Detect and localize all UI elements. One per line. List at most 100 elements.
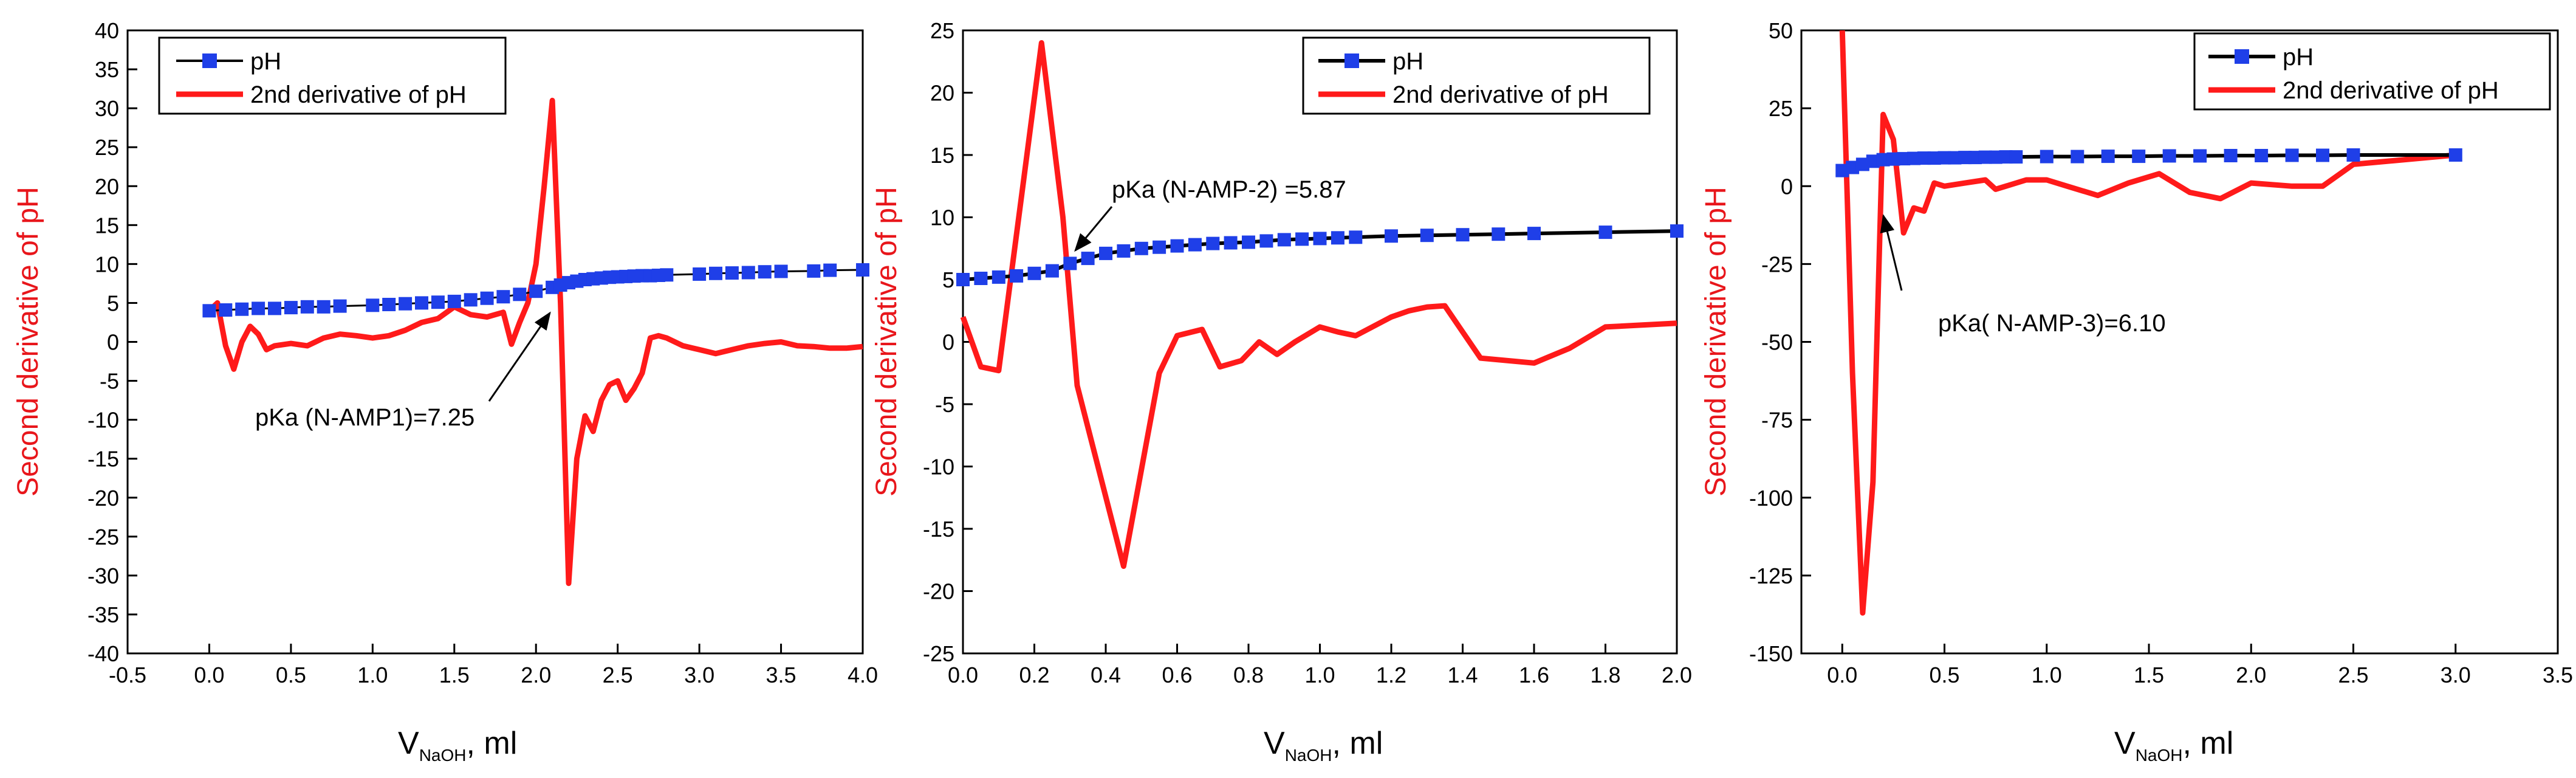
x-tick-label: 0.8 [1233,663,1264,687]
ticks [962,29,1678,655]
x-tick-label: 2.5 [2338,663,2368,687]
ph-point [1385,229,1398,243]
ph-point [480,291,494,305]
y-tick-label: -150 [1749,641,1793,666]
derivative-series [960,40,1677,569]
y-tick-label: 10 [930,205,954,230]
ph-point [2162,149,2176,163]
y-tick-label: -5 [935,392,954,417]
annotation-arrow [1074,206,1113,252]
x-tick-label: 1.0 [1304,663,1335,687]
x-tick-label: 0.5 [1930,663,1960,687]
legend-ph-marker [202,53,217,68]
legend-deriv-label: 2nd derivative of pH [1392,81,1609,108]
x-tick-label: 2.0 [2236,663,2266,687]
ticks [126,29,864,655]
y-tick-label: -20 [87,486,119,511]
plot-frame [962,29,1678,655]
y-tick-label: 0 [107,330,119,355]
ph-point [235,302,249,316]
ph-point [202,304,216,318]
x-tick-label: 2.0 [1662,663,1692,687]
y-tick-label: 25 [1769,96,1793,121]
x-label-subscript: NaOH [2136,746,2183,765]
ph-point [333,299,347,313]
pka-annotation: pKa( N-AMP-3)=6.10 [1938,310,2166,337]
ph-point [725,266,739,280]
x-label-main: V [2114,726,2136,761]
ph-point [974,272,988,285]
ph-point [1117,244,1131,258]
ph-series [202,263,869,318]
y-tick-label: -25 [1761,252,1793,277]
ph-point [1206,236,1220,250]
y-tick-label: 5 [942,267,954,292]
ph-point [284,301,298,315]
ph-point [1917,151,1931,165]
ph-point [2101,150,2115,164]
ph-point [1313,232,1327,246]
x-label-tail: , ml [2182,726,2233,761]
x-tick-label: 1.0 [357,663,388,687]
y-tick-label: -50 [1761,330,1793,355]
y-tick-label: 25 [95,135,119,160]
ph-point [464,293,478,307]
ph-point [823,263,837,277]
pka-annotation: pKa (N-AMP-2) =5.87 [1112,176,1346,203]
y-tick-label: -10 [923,455,954,480]
plot-frame [126,29,864,655]
legend-box [158,36,507,115]
ph-point [1968,151,1982,165]
y-tick-label: -5 [100,369,119,394]
ph-point [2132,150,2146,164]
chart-3: 0.0 0.5 1.0 1.5 2.0 2.5 3.0 3.5 -150 -125 -100 -75… [1700,18,2573,765]
y-tick-label: 30 [95,96,119,121]
ph-point [2071,150,2084,164]
y-tick-label: 20 [930,81,954,106]
derivative-series [1839,30,2456,616]
ph-point [2255,149,2269,162]
ph-point [1259,234,1273,248]
ph-point [1010,269,1024,283]
ph-point [1927,151,1941,165]
y-axis-label: Second derivative of pH [1700,187,1732,497]
y-tick-label: 0 [942,330,954,355]
y-tick-label: -30 [87,563,119,588]
x-tick-label: 3.5 [2543,663,2573,687]
ph-point [693,267,707,281]
ph-point [1295,232,1309,246]
ph-point [1978,150,1992,164]
legend-deriv-label: 2nd derivative of pH [2283,77,2499,104]
y-tick-label: 50 [1769,18,1793,43]
ph-point [1331,231,1345,245]
legend-box [2193,32,2551,111]
y-tick-labels: -25 -20 -15 -10 -5 0 5 10 15 20 25 [923,18,954,666]
y-tick-label: 25 [930,18,954,43]
ph-point [252,301,265,315]
y-tick-labels: -150 -125 -100 -75 -50 -25 0 25 50 [1749,18,1793,666]
x-tick-label: 1.0 [2032,663,2062,687]
x-tick-labels: -0.5 0.0 0.5 1.0 1.5 2.0 2.5 3.0 3.5 4.0 [109,663,878,687]
ph-point [758,265,772,279]
ph-point [300,300,314,314]
x-tick-label: 1.2 [1376,663,1406,687]
x-tick-label: 0.0 [1827,663,1857,687]
ph-point [1492,227,1506,241]
ph-point [1897,152,1911,166]
derivative-line [1839,30,2456,616]
y-tick-label: 40 [95,18,119,43]
ph-point [2346,148,2360,162]
plot-frame [1800,29,2559,655]
x-tick-label: 0.0 [948,663,978,687]
ph-point [1134,241,1148,255]
derivative-line [207,97,863,587]
x-tick-label: 0.4 [1091,663,1121,687]
legend-box [1302,36,1651,115]
ph-point [1027,266,1041,280]
legend-ph-label: pH [250,48,281,75]
y-tick-label: -15 [87,447,119,472]
x-label-tail: , ml [466,726,517,761]
ph-point [1224,236,1238,250]
ph-point [660,268,674,282]
x-tick-label: 2.0 [521,663,551,687]
